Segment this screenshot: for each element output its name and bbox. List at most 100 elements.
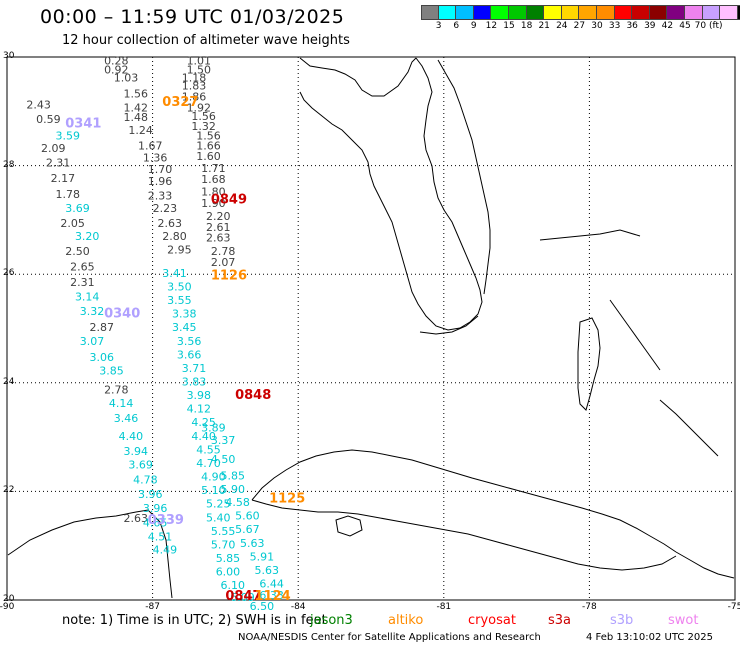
wave-height-value: 3.38 — [172, 308, 197, 321]
wave-height-value: 1.60 — [196, 150, 221, 163]
colorbar-swatch — [473, 5, 492, 20]
wave-height-value: 3.69 — [128, 459, 153, 472]
wave-height-value: 4.58 — [225, 496, 250, 509]
wave-height-value: 1.90 — [201, 197, 226, 210]
wave-height-value: 0.92 — [104, 63, 129, 76]
wave-height-value: 3.96 — [138, 488, 163, 501]
wave-height-value: 5.85 — [221, 469, 246, 482]
wave-height-value: 5.91 — [250, 550, 275, 563]
wave-height-value: 5.55 — [211, 525, 236, 538]
wave-height-value: 2.09 — [41, 142, 65, 155]
latitude-tick-label: 30 — [3, 51, 15, 61]
page-title: 00:00 – 11:59 UTC 01/03/2025 — [40, 6, 345, 28]
wave-height-value: 6.09 — [230, 591, 255, 604]
wave-height-value: 1.50 — [187, 63, 212, 76]
footnote: note: 1) Time is in UTC; 2) SWH is in fe… — [62, 613, 327, 628]
bahamas-southeast — [659, 399, 719, 457]
wave-height-value: 1.03 — [114, 71, 139, 84]
wave-height-value: 3.14 — [75, 290, 100, 303]
wave-height-value: 1.78 — [56, 188, 81, 201]
longitude-tick-label: -75 — [727, 602, 740, 612]
credit: NOAA/NESDIS Center for Satellite Applica… — [238, 632, 541, 643]
wave-height-value: 3.89 — [201, 422, 226, 435]
colorbar-tick-label: 15 — [503, 21, 515, 31]
wave-height-value: 3.07 — [80, 335, 105, 348]
wave-height-value: 3.71 — [182, 362, 207, 375]
colorbar-swatch — [667, 5, 685, 20]
wave-height-value: 4.55 — [196, 443, 221, 456]
colorbar-tick-label: 42 — [661, 21, 674, 31]
wave-height-value: 3.96 — [143, 502, 168, 515]
wave-height-value: 3.06 — [90, 351, 115, 364]
wave-height-value: 5.63 — [255, 564, 280, 577]
colorbar-tick-label: 24 — [556, 21, 568, 31]
wave-height-value: 3.94 — [123, 445, 148, 458]
wave-height-value: 1.92 — [187, 101, 212, 114]
wave-height-value: 2.33 — [148, 189, 173, 202]
cuba-north — [251, 449, 677, 553]
wave-height-value: 3.37 — [211, 434, 236, 447]
longitude-tick-label: -81 — [436, 602, 452, 612]
wave-height-value: 2.31 — [70, 276, 95, 289]
wave-height-value: 3.41 — [162, 267, 187, 280]
timestamp: 4 Feb 13:10:02 UTC 2025 — [586, 632, 713, 643]
satellite-legend-item: swot — [668, 613, 699, 628]
latitude-tick-label: 22 — [3, 485, 15, 496]
wave-height-value: 2.43 — [26, 99, 51, 112]
wave-height-value: 5.60 — [235, 510, 260, 523]
page-subtitle: 12 hour collection of altimeter wave hei… — [62, 33, 350, 48]
isle-of-youth — [335, 515, 363, 537]
pass-time-label: 0327 — [162, 95, 198, 110]
wave-height-value: 5.90 — [221, 483, 246, 496]
wave-height-value: 5.70 — [211, 538, 236, 551]
pass-time-label: 0847 — [225, 589, 261, 604]
wave-height-colorbar — [421, 5, 740, 20]
latitude-tick-label: 24 — [3, 376, 15, 387]
pass-time-label: 0341 — [65, 117, 101, 132]
pass-time-label: 0339 — [148, 513, 184, 528]
wave-height-value: 1.36 — [143, 151, 168, 164]
wave-height-value: 1.18 — [182, 71, 207, 84]
wave-height-value: 3.55 — [167, 294, 192, 307]
wave-height-value: 3.20 — [75, 230, 100, 243]
wave-height-value: 4.50 — [211, 453, 236, 466]
longitude-tick-label: -90 — [0, 602, 15, 612]
pass-time-label: 0848 — [235, 388, 271, 403]
wave-height-value: 2.65 — [70, 260, 95, 273]
wave-height-value: 1.01 — [187, 55, 212, 68]
longitude-tick-label: -84 — [290, 602, 306, 612]
colorbar-swatch — [596, 5, 615, 20]
wave-height-value: 1.66 — [196, 139, 221, 152]
satellite-legend-item: s3a — [548, 613, 572, 628]
wave-height-value: 5.63 — [240, 537, 265, 550]
colorbar-tick-label: 18 — [520, 21, 533, 31]
colorbar-swatch — [526, 5, 545, 20]
wave-height-value: 3.46 — [114, 412, 139, 425]
wave-height-value: 4.65 — [143, 517, 168, 530]
wave-height-value: 6.33 — [259, 589, 284, 602]
wave-height-value: 6.00 — [216, 566, 241, 579]
longitude-tick-label: -78 — [582, 602, 597, 612]
wave-height-value: 1.56 — [123, 88, 148, 101]
wave-height-value: 2.23 — [153, 202, 178, 215]
florida-east-coast — [437, 59, 491, 295]
latitude-tick-label: 28 — [3, 159, 15, 170]
wave-height-value: 0.59 — [36, 113, 61, 126]
colorbar-tick-label: 36 — [626, 21, 638, 31]
colorbar-tick-label: 3 — [435, 21, 442, 31]
wave-height-value: 5.85 — [216, 552, 241, 565]
colorbar-swatch — [579, 5, 597, 20]
wave-height-value: 1.80 — [201, 185, 226, 198]
wave-height-value: 1.68 — [201, 173, 226, 186]
wave-height-value: 6.44 — [259, 578, 284, 591]
wave-height-value: 1.71 — [201, 162, 226, 175]
colorbar-swatch — [649, 5, 668, 20]
longitude-tick-label: -87 — [145, 602, 160, 612]
wave-height-value: 2.17 — [51, 172, 76, 185]
wave-height-value: 2.05 — [60, 217, 85, 230]
wave-height-value: 2.63 — [157, 217, 182, 230]
colorbar-tick-label: 45 — [679, 21, 691, 31]
wave-height-value: 1.56 — [196, 130, 221, 143]
bahamas-chain — [539, 229, 641, 241]
